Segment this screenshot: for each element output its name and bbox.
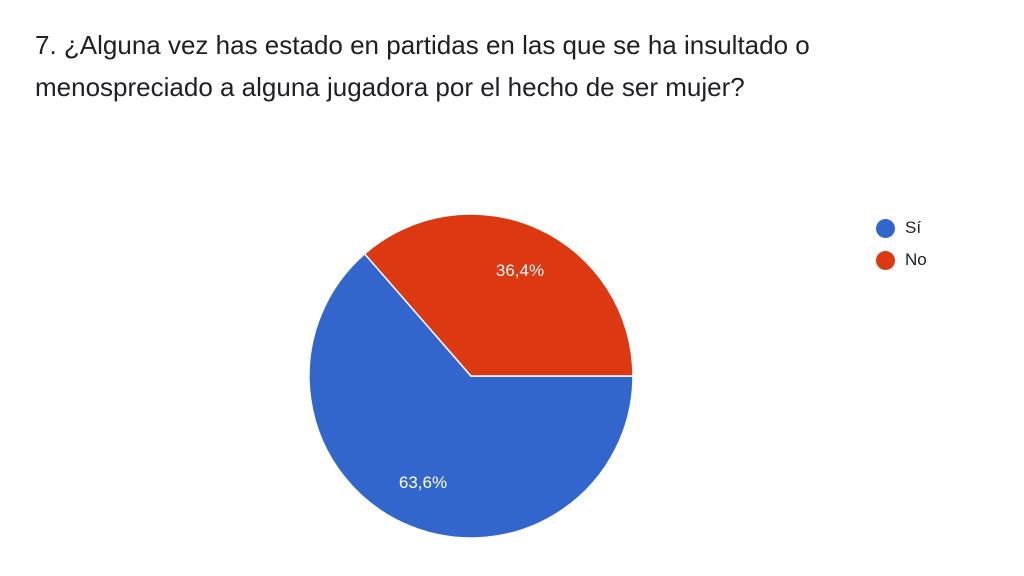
pie-slice-no[interactable] — [363, 213, 634, 377]
slice-label-si: 63,6% — [399, 473, 447, 492]
chart-legend: Sí No — [876, 212, 927, 276]
question-title: 7. ¿Alguna vez has estado en partidas en… — [35, 30, 810, 102]
pie-slice-si[interactable] — [308, 252, 634, 539]
legend-label: No — [905, 250, 927, 269]
legend-item-si[interactable]: Sí — [876, 212, 927, 244]
slice-label-no: 36,4% — [496, 261, 544, 280]
legend-dot-icon — [876, 250, 895, 270]
legend-item-no[interactable]: No — [876, 244, 927, 276]
legend-dot-icon — [876, 218, 895, 238]
legend-label: Sí — [905, 218, 922, 237]
